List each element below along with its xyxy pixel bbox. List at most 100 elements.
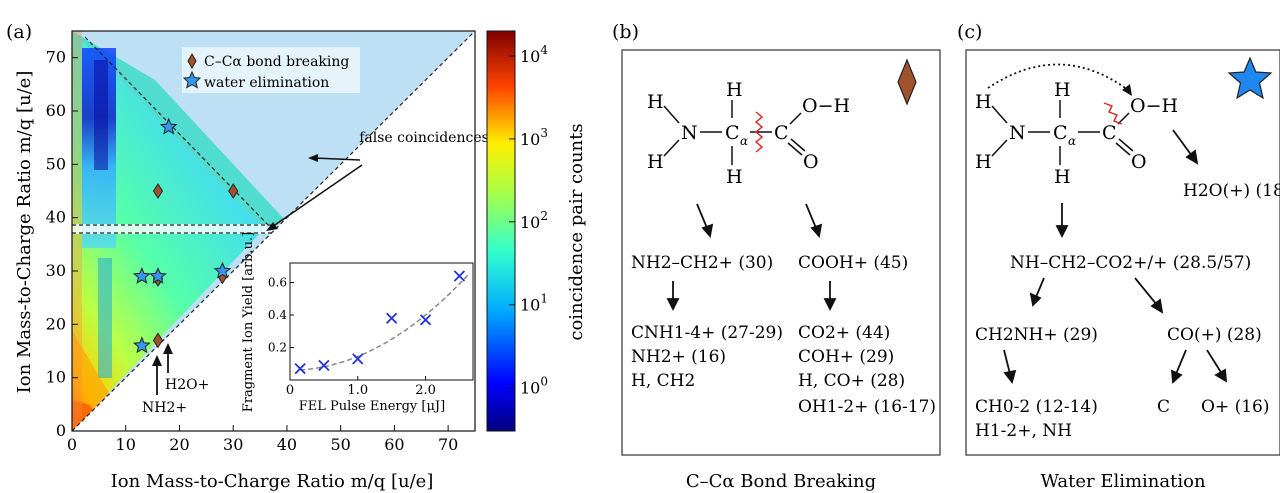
product-right: COOH+ (45) xyxy=(798,253,908,273)
frag-right-0: C xyxy=(1157,397,1170,417)
frag-left-0: CH0-2 (12-14) xyxy=(975,397,1098,417)
legend-star-marker xyxy=(182,70,202,89)
chart-markers xyxy=(132,117,239,354)
star-marker xyxy=(213,261,232,279)
inset-x-tick-label: 1.0 xyxy=(347,383,368,398)
inset-y-tick-label: 0.6 xyxy=(268,276,287,290)
colorbar-label: coincidence pair counts xyxy=(566,123,587,340)
x-tick-label: 10 xyxy=(116,435,136,454)
colorbar-tick-label: 100 xyxy=(520,375,548,398)
inset-y-ticks: 0.2 0.4 0.6 xyxy=(268,276,294,355)
atom-oh: O−H xyxy=(1130,95,1178,117)
atom-c: C xyxy=(774,122,789,144)
legend: C–Cα bond breaking water elimination xyxy=(182,47,360,93)
product-left: NH2–CH2+ (30) xyxy=(631,253,773,273)
colorbar: 100 101 102 103 104 coincidence pair counts xyxy=(486,30,587,432)
panel-c-label: (c) xyxy=(957,21,982,43)
frag-right-1: COH+ (29) xyxy=(798,347,894,367)
diamond-marker xyxy=(228,183,239,199)
inset-point xyxy=(386,312,398,324)
h2o-label: H2O+ xyxy=(165,377,209,393)
star-marker xyxy=(159,117,178,135)
x-tick-label: 20 xyxy=(169,435,189,454)
colorbar-tick-label: 101 xyxy=(520,292,548,315)
frag-right-0: CO2+ (44) xyxy=(798,323,890,343)
bond-break-mark xyxy=(1103,102,1123,125)
inset-points xyxy=(294,270,466,375)
inset-point xyxy=(294,362,306,375)
x-tick-label: 30 xyxy=(223,435,243,454)
star-icon xyxy=(1227,56,1273,100)
glycine-molecule-b: H H N C α H H C O−H O xyxy=(647,79,850,188)
inset-point xyxy=(318,359,330,372)
atom-o: O xyxy=(803,151,819,173)
inset-x-tick-label: 0 xyxy=(286,383,294,398)
atom-n: N xyxy=(1009,122,1026,144)
atom-n: N xyxy=(681,122,698,144)
glycine-molecule-c: H H N C α H H C O−H O xyxy=(975,79,1178,188)
frag-right-2: H, CO+ (28) xyxy=(798,371,905,391)
legend-diamond-label: C–Cα bond breaking xyxy=(204,54,349,70)
ion-labels: NH2+ H2O+ xyxy=(142,343,209,416)
atom-ca-sub: α xyxy=(1068,134,1076,148)
nh2-label: NH2+ xyxy=(142,400,187,416)
frag-left-0: CNH1-4+ (27-29) xyxy=(631,323,783,343)
atom-c: C xyxy=(1102,122,1117,144)
star-marker xyxy=(132,267,151,284)
heatmap xyxy=(72,31,475,431)
atom-h1: H xyxy=(975,91,992,113)
atom-h-bot: H xyxy=(1054,166,1071,188)
atom-h2: H xyxy=(975,151,992,173)
frag-right-3: OH1-2+ (16-17) xyxy=(798,397,936,417)
y-tick-label: 0 xyxy=(56,421,66,440)
x-axis-label: Ion Mass-to-Charge Ratio m/q [u/e] xyxy=(111,471,434,492)
atom-h1: H xyxy=(647,91,664,113)
atom-h-top: H xyxy=(726,79,743,101)
inset-fit-curve xyxy=(300,272,471,371)
x-tick-label: 70 xyxy=(438,435,458,454)
panel-b: (b) H H N C α H H C O−H O xyxy=(612,21,941,492)
star-marker xyxy=(132,336,151,354)
atom-h-bot: H xyxy=(726,166,743,188)
product-right: CO(+) (28) xyxy=(1167,325,1262,345)
y-tick-label: 20 xyxy=(46,314,66,333)
inset-x-tick-label: 2.0 xyxy=(415,383,436,398)
x-axis-ticks: 0 10 20 30 40 50 60 70 xyxy=(67,425,458,454)
y-tick-label: 40 xyxy=(46,208,66,227)
inset-chart: 0 1.0 2.0 0.20.40.6 FEL Pulse Energy [μJ] … xyxy=(241,232,474,414)
x-tick-label: 50 xyxy=(330,435,350,454)
panel-c: (c) H H N C α H H C O−H O xyxy=(957,21,1280,492)
colorbar-tick-label: 103 xyxy=(520,126,548,149)
y-axis-label: Ion Mass-to-Charge Ratio m/q [u/e] xyxy=(14,71,35,394)
star-marker xyxy=(149,266,167,284)
atom-ca: C xyxy=(1053,122,1068,144)
atom-h-top: H xyxy=(1054,79,1071,101)
atom-ca-sub: α xyxy=(740,134,748,148)
inset-x-label: FEL Pulse Energy [μJ] xyxy=(299,399,445,414)
y-tick-label: 50 xyxy=(46,154,66,173)
colorbar-tick-label: 102 xyxy=(520,209,548,232)
y-tick-label: 30 xyxy=(46,261,66,280)
x-tick-label: 60 xyxy=(384,435,404,454)
colorbar-tick-label: 104 xyxy=(520,43,548,66)
main-product: NH–CH2–CO2+/+ (28.5/57) xyxy=(1010,253,1251,273)
hydrogen-transfer-arrow xyxy=(987,63,1129,91)
y-tick-label: 60 xyxy=(46,101,66,120)
inset-point xyxy=(453,270,466,282)
frag-left-2: H, CH2 xyxy=(631,371,695,391)
frag-left-1: H1-2+, NH xyxy=(975,421,1072,441)
inset-point xyxy=(352,353,364,365)
inset-x-ticks: 0 1.0 2.0 xyxy=(286,376,436,398)
y-tick-label: 70 xyxy=(46,48,66,67)
inset-y-tick-label: 0.2 xyxy=(268,341,287,355)
atom-o: O xyxy=(1131,151,1147,173)
product-left: CH2NH+ (29) xyxy=(975,325,1098,345)
bond-break-mark xyxy=(754,111,764,153)
legend-star-label: water elimination xyxy=(204,75,329,91)
arrows-b xyxy=(666,203,837,312)
water-product: H2O(+) (18) xyxy=(1183,181,1280,201)
products-b: NH2–CH2+ (30) COOH+ (45) CNH1-4+ (27-29)… xyxy=(631,253,936,417)
colorbar-ticks: 100 101 102 103 104 xyxy=(509,43,548,398)
atom-oh: O−H xyxy=(802,95,850,117)
caption-c: Water Elimination xyxy=(1040,471,1206,492)
